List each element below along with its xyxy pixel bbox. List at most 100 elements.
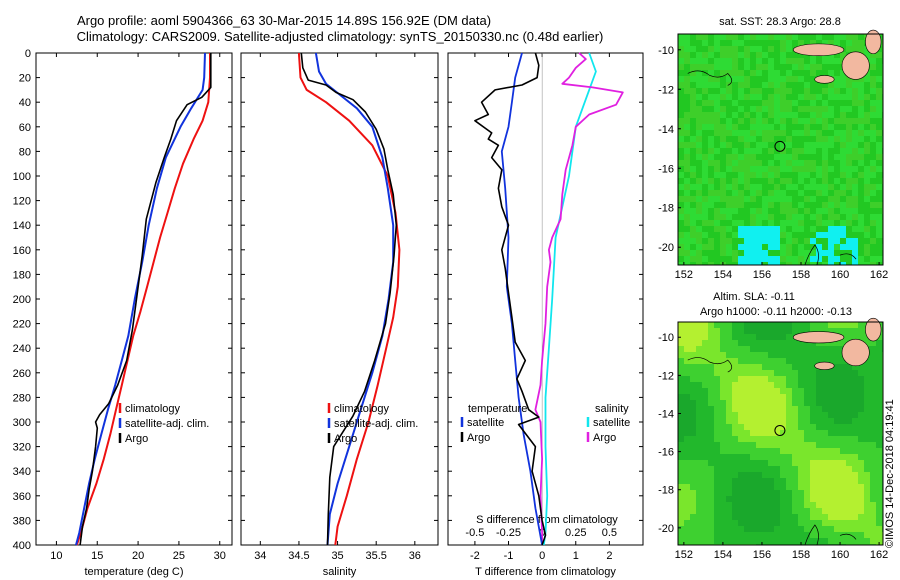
map-y-tick-label: -16 (658, 163, 674, 175)
map-cell (858, 118, 864, 124)
map-cell (720, 334, 726, 340)
map-cell (750, 184, 756, 190)
map-cell (834, 244, 840, 250)
map-cell (678, 520, 684, 526)
map-cell (756, 214, 762, 220)
map-cell (756, 40, 762, 46)
map-cell (822, 508, 828, 514)
map-cell (762, 166, 768, 172)
map-cell (804, 166, 810, 172)
map-cell (702, 340, 708, 346)
map-cell (870, 490, 876, 496)
map-cell (852, 82, 858, 88)
map-cell (732, 106, 738, 112)
map-cell (750, 106, 756, 112)
map-cell (810, 394, 816, 400)
map-cell (846, 496, 852, 502)
map-cell (684, 436, 690, 442)
map-cell (774, 526, 780, 532)
map-cell (774, 112, 780, 118)
map-cell (720, 208, 726, 214)
map-cell (708, 538, 714, 544)
map-cell (696, 448, 702, 454)
map-cell (876, 400, 882, 406)
map-cell (852, 442, 858, 448)
map-cell (792, 262, 798, 265)
map-cell (798, 346, 804, 352)
map-cell (768, 328, 774, 334)
map-cell (792, 82, 798, 88)
map-cell (750, 118, 756, 124)
map-cell (678, 430, 684, 436)
map-cell (714, 532, 720, 538)
map-cell (876, 382, 882, 388)
map-cell (690, 244, 696, 250)
map-cell (696, 70, 702, 76)
map-cell (714, 388, 720, 394)
map-cell (798, 208, 804, 214)
map-cell (678, 100, 684, 106)
map-cell (816, 370, 822, 376)
map-cell (792, 340, 798, 346)
map-cell (678, 208, 684, 214)
map-cell (804, 148, 810, 154)
map-x-tick-label: 156 (753, 269, 771, 281)
map-cell (810, 538, 816, 544)
map-cell (708, 532, 714, 538)
map-cell (822, 238, 828, 244)
map-cell (786, 388, 792, 394)
map-cell (852, 154, 858, 160)
map-cell (732, 160, 738, 166)
map-cell (726, 448, 732, 454)
map-cell (846, 238, 852, 244)
map-cell (846, 184, 852, 190)
map-cell (684, 172, 690, 178)
map-cell (780, 322, 786, 328)
map-cell (822, 124, 828, 130)
map-cell (828, 214, 834, 220)
map-cell (816, 454, 822, 460)
map-cell (690, 400, 696, 406)
map-cell (852, 502, 858, 508)
map-cell (774, 232, 780, 238)
map-cell (726, 160, 732, 166)
map-cell (822, 58, 828, 64)
map-cell (684, 508, 690, 514)
map-cell (702, 124, 708, 130)
map-cell (786, 364, 792, 370)
map-cell (678, 442, 684, 448)
map-cell (720, 58, 726, 64)
map-cell (858, 370, 864, 376)
map-cell (714, 124, 720, 130)
map-cell (798, 376, 804, 382)
map-cell (756, 70, 762, 76)
map-cell (720, 118, 726, 124)
map-cell (852, 478, 858, 484)
map-cell (852, 106, 858, 112)
map-cell (732, 256, 738, 262)
map-x-tick-label: 152 (675, 549, 693, 561)
map-cell (750, 172, 756, 178)
map-cell (786, 382, 792, 388)
map-cell (768, 508, 774, 514)
map-cell (744, 472, 750, 478)
map-cell (774, 142, 780, 148)
map-cell (858, 190, 864, 196)
map-cell (690, 496, 696, 502)
map-cell (876, 454, 882, 460)
map-cell (864, 232, 870, 238)
map-cell (792, 370, 798, 376)
map-cell (738, 436, 744, 442)
map-cell (810, 232, 816, 238)
map-cell (744, 136, 750, 142)
map-cell (852, 178, 858, 184)
map-cell (696, 358, 702, 364)
map-cell (834, 262, 840, 265)
map-cell (798, 424, 804, 430)
map-cell (684, 136, 690, 142)
map-cell (726, 88, 732, 94)
map-cell (720, 490, 726, 496)
map-cell (810, 502, 816, 508)
map-cell (708, 190, 714, 196)
map-cell (750, 64, 756, 70)
